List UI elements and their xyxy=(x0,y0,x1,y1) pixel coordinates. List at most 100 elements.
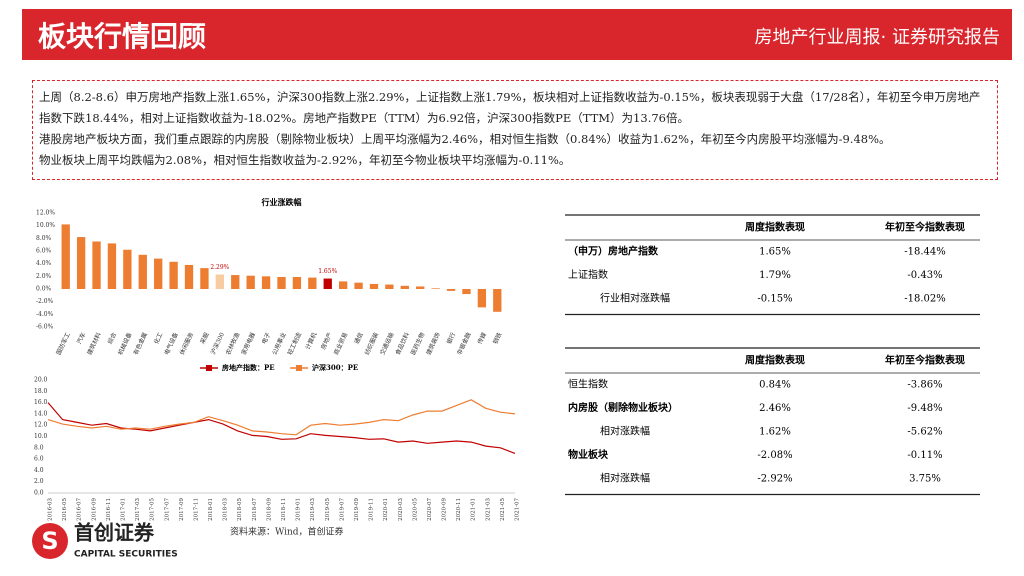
x-tick-label: 化工 xyxy=(152,331,164,345)
x-tick-label: 2018-09 xyxy=(266,498,272,521)
summary-text: 上周（8.2-8.6）申万房地产指数上涨1.65%，沪深300指数上涨2.29%… xyxy=(39,90,981,125)
table-row-label: （申万）房地产指数 xyxy=(568,245,659,258)
header: 板块行情回顾 房地产行业周报· 证券研究报告 xyxy=(22,9,1012,60)
x-tick-label: 食品饮料 xyxy=(394,331,411,356)
y-tick-label: 10.0 xyxy=(34,433,48,440)
x-tick-label: 2018-11 xyxy=(281,498,287,521)
x-tick-label: 传媒 xyxy=(476,331,488,345)
x-tick-label: 2020-05 xyxy=(412,498,418,521)
bar xyxy=(277,276,286,289)
table-header: 年初至今指数表现 xyxy=(885,221,965,234)
summary-text: 物业板块上周平均跌幅为2.08%，相对恒生指数收益为-2.92%，年初至今物业板… xyxy=(39,153,571,167)
x-tick-label: 2019-09 xyxy=(354,498,360,521)
table-cell: -5.62% xyxy=(907,427,942,438)
x-tick-label: 房地产 xyxy=(319,331,334,351)
table-cell: -18.02% xyxy=(904,294,946,305)
x-tick-label: 2019-05 xyxy=(325,498,331,521)
x-tick-label: 2017-03 xyxy=(135,498,141,521)
bar xyxy=(400,285,409,289)
y-tick-label: 18.0 xyxy=(34,388,48,395)
x-tick-label: 2016-11 xyxy=(106,498,112,521)
x-tick-label: 2020-03 xyxy=(398,498,404,521)
table-header: 周度指数表现 xyxy=(745,221,805,234)
x-tick-label: 纺织服装 xyxy=(363,331,380,356)
x-tick-label: 2016-03 xyxy=(48,498,54,521)
table-cell: 3.75% xyxy=(909,474,941,485)
y-tick-label: 12.0% xyxy=(36,210,55,217)
x-tick-label: 非银金融 xyxy=(455,331,472,356)
table-cell: 1.62% xyxy=(759,427,791,438)
bar xyxy=(446,289,456,291)
x-tick-label: 2020-01 xyxy=(383,498,389,521)
table-cell: -18.44% xyxy=(904,247,946,258)
table-header: 周度指数表现 xyxy=(745,354,805,367)
table-row-label: 行业相对涨跌幅 xyxy=(600,292,670,305)
header-title: 板块行情回顾 xyxy=(38,20,206,53)
table-cell: -2.08% xyxy=(757,450,792,461)
table-row-label: 内房股（剔除物业板块） xyxy=(568,401,678,414)
y-tick-label: 0.0 xyxy=(34,490,44,497)
y-tick-label: 10.0% xyxy=(36,222,55,229)
summary-text: 港股房地产板块方面，我们重点跟踪的内房股（剔除物业板块）上周平均涨幅为2.46%… xyxy=(39,132,891,146)
bar xyxy=(200,268,209,289)
bar xyxy=(416,286,425,289)
bar xyxy=(123,249,132,289)
bar xyxy=(61,224,70,289)
header-subtitle: 房地产行业周报· 证券研究报告 xyxy=(755,27,1000,48)
table-cell: -3.86% xyxy=(907,380,942,391)
x-tick-label: 钢铁 xyxy=(491,331,503,345)
x-tick-label: 建筑材料 xyxy=(85,331,102,356)
bar xyxy=(477,289,487,308)
bar xyxy=(215,274,225,289)
x-tick-label: 休闲服务 xyxy=(178,331,195,356)
x-tick-label: 2019-11 xyxy=(369,498,375,521)
bar xyxy=(231,275,240,289)
bar xyxy=(308,277,317,289)
logo: S 首创证券 CAPITAL SECURITIES xyxy=(32,521,178,560)
y-tick-label: 0.0% xyxy=(36,286,52,293)
x-tick-label: 计算机 xyxy=(304,331,319,351)
table-header: 年初至今指数表现 xyxy=(885,354,965,367)
value-label: 2.29% xyxy=(210,264,229,271)
bar xyxy=(385,284,394,289)
value-label: 1.65% xyxy=(318,268,337,275)
line-series xyxy=(47,399,516,436)
table-cell: 1.79% xyxy=(759,270,791,281)
bar xyxy=(369,283,379,289)
legend-label: 房地产指数：PE xyxy=(222,363,275,372)
bar xyxy=(354,282,363,289)
y-tick-label: 6.0% xyxy=(36,248,52,255)
x-tick-label: 2017-11 xyxy=(193,498,199,521)
bar xyxy=(462,289,471,295)
bar xyxy=(76,237,86,289)
x-tick-label: 建筑装饰 xyxy=(424,331,441,356)
x-tick-label: 2018-01 xyxy=(208,498,214,521)
x-tick-label: 2018-03 xyxy=(223,498,229,521)
x-tick-label: 汽车 xyxy=(75,331,87,345)
table-cell: 1.65% xyxy=(759,247,791,258)
table-row-label: 上证指数 xyxy=(568,268,608,281)
x-tick-label: 2017-09 xyxy=(179,498,185,521)
bar xyxy=(323,278,332,289)
logo-name: 首创证券 xyxy=(74,521,155,545)
x-tick-label: 2021-07 xyxy=(515,498,521,521)
table-row-label: 相对涨跌幅 xyxy=(600,472,650,485)
x-tick-label: 家用电器 xyxy=(239,331,256,356)
x-tick-label: 2021-05 xyxy=(500,498,506,521)
y-tick-label: 6.0 xyxy=(34,456,44,463)
y-tick-label: -6.0% xyxy=(36,324,54,331)
x-tick-label: 2021-01 xyxy=(471,498,477,521)
summary-box: 上周（8.2-8.6）申万房地产指数上涨1.65%，沪深300指数上涨2.29%… xyxy=(32,80,998,180)
x-tick-label: 轻工制造 xyxy=(286,331,303,356)
x-tick-label: 2019-07 xyxy=(339,498,345,521)
x-tick-label: 2018-07 xyxy=(252,498,258,521)
table-row-label: 恒生指数 xyxy=(568,378,608,391)
x-tick-label: 2020-09 xyxy=(442,498,448,521)
bar xyxy=(246,275,255,289)
table-cell: -9.48% xyxy=(907,403,942,414)
x-tick-label: 医药生物 xyxy=(409,331,426,356)
bar xyxy=(107,243,117,289)
x-tick-label: 2020-11 xyxy=(456,498,462,521)
table-cell: -2.92% xyxy=(757,474,792,485)
